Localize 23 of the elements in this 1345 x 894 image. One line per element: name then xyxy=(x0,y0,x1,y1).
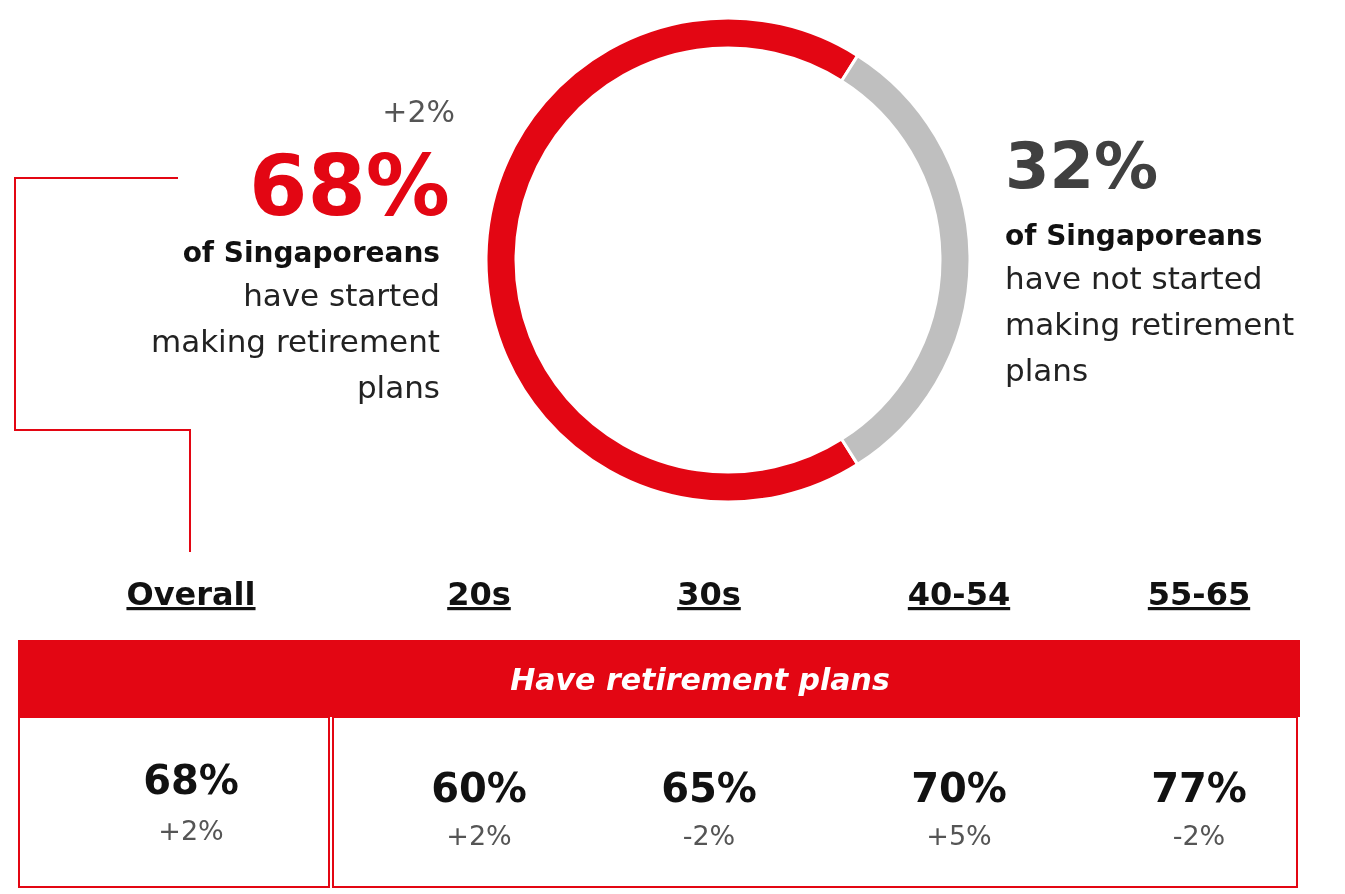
data-label: 68% xyxy=(248,137,450,235)
data-label: 60% xyxy=(431,765,527,811)
data-label: 65% xyxy=(661,765,757,811)
category-label: 55-65 xyxy=(1147,575,1251,613)
text: of Singaporeans xyxy=(182,236,440,269)
text: have started making retirement plans xyxy=(150,277,440,405)
text: +2% xyxy=(382,94,455,129)
text: have not started making retirement plans xyxy=(1005,260,1295,388)
data-label: -2% xyxy=(682,820,736,851)
data-label: +2% xyxy=(446,820,512,851)
data-label: 32% xyxy=(1005,129,1159,203)
data-label: +2% xyxy=(158,815,224,846)
data-label: -2% xyxy=(1172,820,1226,851)
category-label: Overall xyxy=(126,575,256,613)
data-label: +5% xyxy=(926,820,992,851)
category-label: 40-54 xyxy=(907,575,1011,613)
category-label: 30s xyxy=(677,575,741,613)
data-label: 77% xyxy=(1151,765,1247,811)
data-label: 70% xyxy=(911,765,1007,811)
data-label: 68% xyxy=(143,757,239,803)
text: of Singaporeans xyxy=(1005,219,1263,252)
text: Have retirement plans xyxy=(510,662,890,697)
category-label: 20s xyxy=(447,575,511,613)
